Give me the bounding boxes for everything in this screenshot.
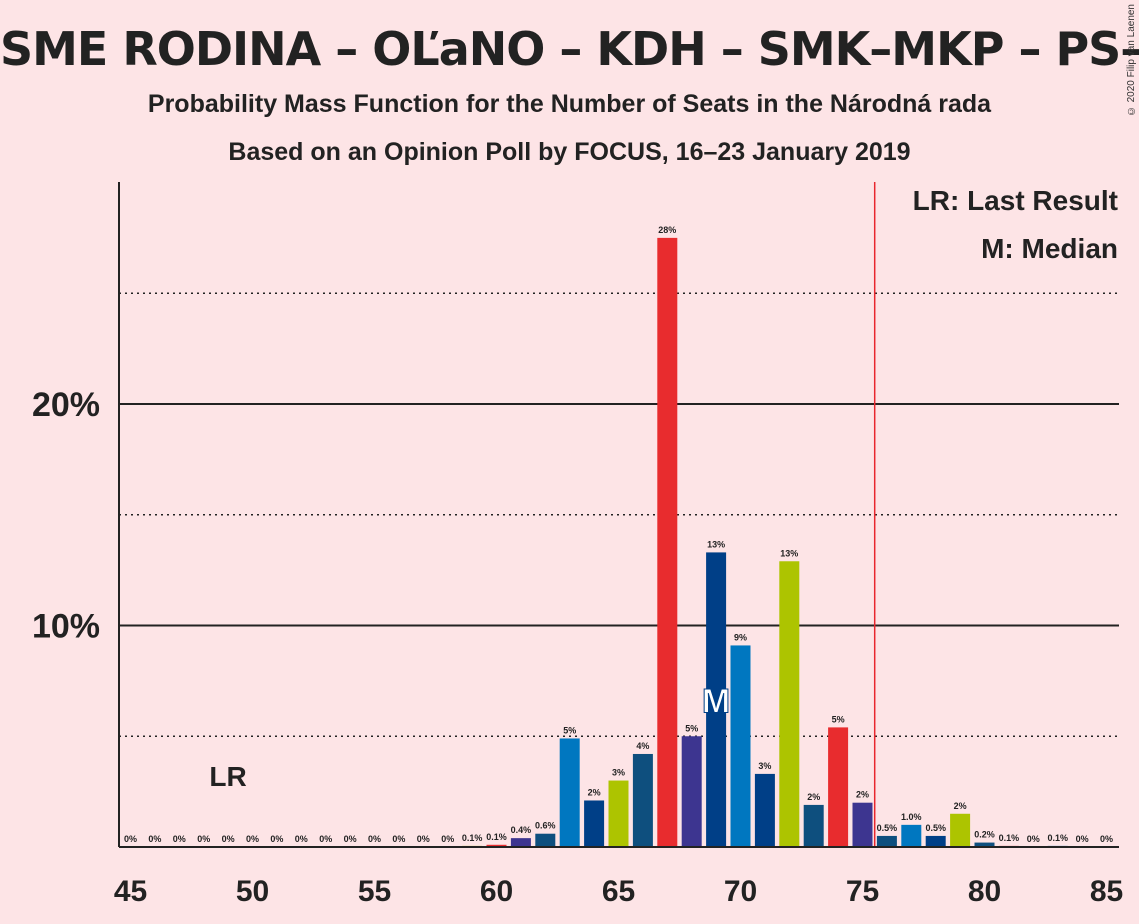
bar-seat-61 [510, 838, 531, 847]
x-tick-label: 75 [846, 875, 879, 908]
bar-label: 3% [612, 768, 625, 778]
bar-label: 0% [270, 834, 283, 844]
last-result-marker: LR [209, 761, 246, 792]
y-tick-label: 10% [32, 608, 100, 646]
bar-label: 2% [807, 792, 820, 802]
bar-seat-70 [730, 645, 751, 847]
bar-seat-76 [876, 835, 897, 847]
bar-seat-73 [803, 804, 824, 847]
x-tick-label: 70 [724, 875, 757, 908]
chart-subtitle: Probability Mass Function for the Number… [147, 90, 992, 118]
bar-label: 0% [319, 834, 332, 844]
bar-label: 0% [197, 834, 210, 844]
bar-seat-78 [925, 835, 946, 847]
bar-seat-71 [754, 773, 775, 847]
bar-label: 0% [173, 834, 186, 844]
bar-label: 0% [1100, 834, 1113, 844]
bar-seat-64 [584, 800, 605, 847]
bar-seat-65 [608, 780, 629, 847]
bar-seat-72 [779, 561, 800, 847]
bar-label: 9% [734, 632, 747, 642]
bar-seat-60 [486, 844, 507, 847]
bar-seat-63 [559, 738, 580, 847]
bar-seat-68 [681, 736, 702, 847]
chart-title: SME RODINA – OĽaNO – KDH – SMK–MKP – PS–… [0, 22, 1139, 76]
bar-label: 5% [685, 723, 698, 733]
bar-seat-67 [657, 237, 678, 847]
bar-label: 0.5% [925, 823, 946, 833]
bar-seat-69 [706, 552, 727, 847]
bar-label: 5% [563, 725, 576, 735]
bar-label: 2% [856, 790, 869, 800]
axes: 10% 20% 45 50 55 60 65 70 75 80 85 [32, 182, 1123, 908]
x-tick-label: 60 [480, 875, 513, 908]
bar-label: 0% [295, 834, 308, 844]
bar-seat-80 [974, 842, 995, 847]
bar-label: 0.5% [877, 823, 898, 833]
bar-seat-75 [852, 802, 873, 847]
bar-label: 0.1% [486, 832, 507, 842]
bar-label: 2% [954, 801, 967, 811]
bar-seat-62 [535, 833, 556, 847]
bar-label: 0.1% [999, 833, 1020, 843]
bar-label: 0% [417, 834, 430, 844]
x-tick-label: 50 [236, 875, 269, 908]
bar-label: 2% [588, 787, 601, 797]
bar-seat-77 [901, 824, 922, 847]
bar-label: 0.1% [1047, 833, 1068, 843]
bars: 0% 0% 0% 0% 0% 0% 0% 0% 0% 0% 0% 0% 0% 0% 0.1% 0.1%0.4%… [124, 225, 1113, 847]
y-tick-label: 20% [32, 386, 100, 424]
bar-label: 5% [832, 714, 845, 724]
bar-label: 0.1% [462, 833, 483, 843]
bar-label: 4% [636, 741, 649, 751]
bar-label: 0% [222, 834, 235, 844]
bar-label: 0% [441, 834, 454, 844]
x-tick-label: 65 [602, 875, 635, 908]
bar-seat-79 [950, 813, 971, 847]
bar-label: 0% [368, 834, 381, 844]
bar-seat-74 [828, 727, 849, 847]
legend-median: M: Median [981, 233, 1118, 264]
x-tick-label: 80 [968, 875, 1001, 908]
bar-label: 0% [246, 834, 259, 844]
bar-label: 0.4% [511, 825, 532, 835]
chart-source: Based on an Opinion Poll by FOCUS, 16–23… [228, 138, 911, 166]
grid-lines [119, 292, 1119, 737]
x-tick-label: 45 [114, 875, 147, 908]
bar-label: 28% [658, 225, 676, 235]
bar-label: 0% [124, 834, 137, 844]
bar-label: 0% [1076, 834, 1089, 844]
median-marker: M [702, 682, 730, 720]
bar-label: 0% [392, 834, 405, 844]
bar-seat-66 [632, 753, 653, 847]
bar-label: 13% [707, 539, 725, 549]
bar-label: 0% [344, 834, 357, 844]
bar-label: 1.0% [901, 812, 922, 822]
bar-label: 3% [758, 761, 771, 771]
x-tick-label: 55 [358, 875, 391, 908]
bar-label: 0.2% [974, 830, 995, 840]
bar-label: 0% [148, 834, 161, 844]
bar-label: 13% [780, 548, 798, 558]
bar-label: 0.6% [535, 821, 556, 831]
legend-last-result: LR: Last Result [913, 185, 1118, 216]
bar-label: 0% [1027, 834, 1040, 844]
x-tick-label: 85 [1090, 875, 1123, 908]
